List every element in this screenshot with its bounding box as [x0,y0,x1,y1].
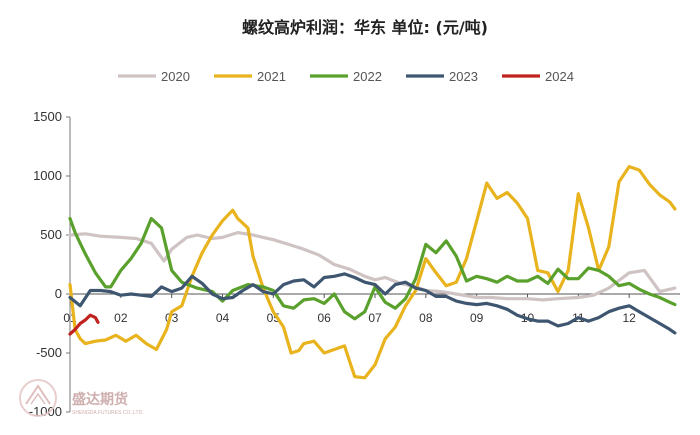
chart-title: 螺纹高炉利润：华东 单位: (元/吨) [242,18,488,37]
y-tick-label: 1500 [33,109,62,124]
y-tick-label: 0 [55,286,62,301]
watermark-emblem-icon [19,379,57,417]
legend-item-2024: 2024 [502,69,574,84]
legend: 2020 2021 2022 2023 2024 [118,69,574,84]
watermark-logo: 盛达期货 SHENGDA FUTURES CO.,LTD. [19,379,144,417]
legend-label: 2022 [353,69,382,84]
legend-item-2021: 2021 [214,69,286,84]
series-line-2021 [68,165,677,380]
legend-item-2022: 2022 [310,69,382,84]
series-line-2024 [68,313,100,336]
legend-label: 2021 [257,69,286,84]
series-line-2020 [68,231,677,302]
y-tick-label: -500 [36,345,62,360]
legend-item-2020: 2020 [118,69,190,84]
x-tick-label: 08 [419,311,433,325]
y-tick-label: -1000 [29,404,62,419]
x-tick-label: 07 [368,311,382,325]
series-line-2023 [68,272,677,335]
legend-item-2023: 2023 [406,69,478,84]
legend-label: 2023 [449,69,478,84]
watermark-sub: SHENGDA FUTURES CO.,LTD. [72,410,144,416]
watermark-name: 盛达期货 [72,391,128,408]
legend-label: 2020 [161,69,190,84]
x-tick-label: 02 [114,311,128,325]
plot-area [68,165,677,380]
y-tick-label: 500 [40,227,62,242]
x-tick-label: 06 [317,311,331,325]
legend-label: 2024 [545,69,574,84]
x-tick-label: 09 [470,311,484,325]
x-tick-label: 04 [216,311,230,325]
x-tick-label: 12 [622,311,636,325]
series-line-2022 [68,216,677,321]
y-axis: 1500 1000 500 0 -500 -1000 [29,109,71,419]
y-tick-label: 1000 [33,168,62,183]
